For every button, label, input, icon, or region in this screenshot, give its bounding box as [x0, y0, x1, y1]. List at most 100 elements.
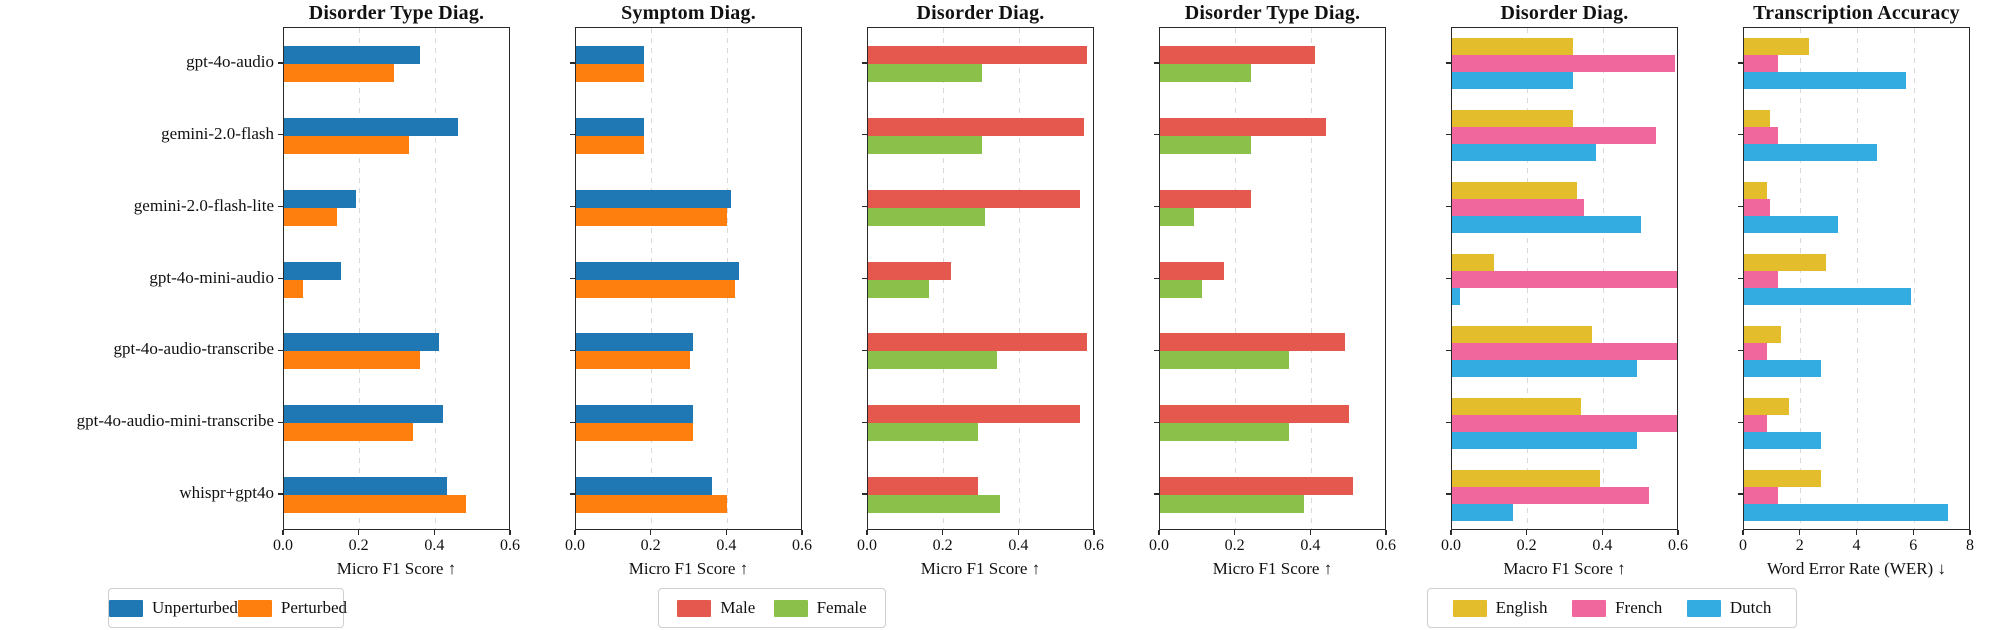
legend: Male Female [658, 588, 886, 628]
plot-area [1159, 27, 1386, 530]
x-tick-label: 0.2 [348, 537, 369, 554]
x-tick-label: 0.0 [565, 537, 585, 554]
bar-female [1160, 351, 1289, 370]
x-tick-mark [1742, 530, 1744, 535]
x-axis-label: Micro F1 Score ↑ [336, 559, 457, 578]
bar-french [1452, 55, 1676, 73]
bar-dutch [1452, 288, 1460, 305]
bar-unperturbed [284, 117, 459, 136]
legend-item: Dutch [1686, 598, 1772, 618]
y-tick-mark [1738, 62, 1743, 64]
bar-unperturbed [284, 45, 421, 64]
legend-item: Unperturbed [109, 598, 238, 618]
bar-english [1744, 110, 1770, 128]
y-tick-label: gpt-4o-audio-transcribe [113, 339, 275, 359]
bar-male [1160, 45, 1316, 64]
x-tick-mark [1017, 530, 1020, 535]
y-tick-mark [570, 421, 575, 423]
x-tick-label: 0.6 [1376, 537, 1396, 554]
x-tick-mark [1525, 530, 1528, 535]
bar-english [1452, 254, 1494, 271]
panel-title: Transcription Accuracy [1753, 2, 1960, 24]
y-tick-label: whispr+gpt4o [179, 483, 274, 503]
x-tick-mark [866, 530, 868, 535]
bar-unperturbed [284, 405, 443, 424]
bar-french [1744, 342, 1767, 360]
bar-unperturbed [576, 189, 732, 208]
x-tick-label: 0.6 [1668, 537, 1688, 554]
x-tick-mark [1969, 530, 1971, 535]
bar-unperturbed [284, 477, 447, 496]
bar-perturbed [284, 207, 337, 226]
bar-male [868, 117, 1084, 136]
x-tick-mark [1309, 530, 1312, 535]
bar-female [1160, 495, 1304, 514]
bar-dutch [1744, 216, 1838, 234]
bar-french [1744, 55, 1779, 73]
bar-male [868, 405, 1080, 424]
legend-swatch-male [677, 599, 712, 617]
bar-english [1744, 254, 1827, 271]
x-tick-label: 2 [1795, 537, 1804, 554]
bar-female [1160, 207, 1195, 226]
legend-label: Dutch [1729, 598, 1772, 617]
bar-english [1452, 38, 1574, 56]
bar-unperturbed [284, 333, 440, 352]
y-tick-mark [862, 277, 867, 280]
y-tick-mark [1154, 134, 1159, 136]
bar-unperturbed [576, 261, 739, 280]
gridline [1913, 28, 1915, 529]
x-tick-label: 0.2 [932, 537, 953, 554]
panel-title: Disorder Type Diag. [1184, 2, 1361, 24]
legend-swatch-perturbed [237, 599, 272, 617]
bar-french [1744, 271, 1779, 288]
y-tick-mark [1154, 277, 1159, 280]
bar-female [868, 135, 982, 154]
y-tick-mark [1738, 493, 1743, 495]
bar-dutch [1452, 503, 1513, 521]
y-tick-mark [570, 134, 575, 136]
bar-perturbed [284, 495, 466, 514]
x-axis-label: Micro F1 Score ↑ [1212, 559, 1333, 578]
legend-swatch-unperturbed [109, 599, 143, 617]
x-tick-mark [1855, 530, 1858, 535]
plot-area [1451, 27, 1678, 530]
bar-female [868, 63, 982, 82]
bar-english [1744, 397, 1790, 415]
x-axis-label: Micro F1 Score ↑ [920, 559, 1041, 578]
x-tick-mark [1912, 530, 1914, 535]
bar-english [1744, 469, 1821, 487]
x-tick-label: 0.0 [273, 537, 293, 554]
bar-female [1160, 423, 1289, 442]
bar-perturbed [576, 63, 645, 82]
y-tick-mark [1446, 205, 1451, 208]
x-tick-label: 0.4 [1592, 537, 1613, 554]
legend-item: Female [773, 598, 867, 618]
y-tick-mark [1738, 349, 1743, 352]
bar-dutch [1744, 431, 1821, 449]
legend-item: Perturbed [237, 598, 348, 618]
x-tick-label: 0.6 [792, 537, 812, 554]
bar-perturbed [284, 135, 409, 154]
x-tick-label: 0.2 [1224, 537, 1245, 554]
bar-perturbed [576, 207, 728, 226]
y-tick-label: gpt-4o-audio-mini-transcribe [76, 411, 274, 431]
x-tick-mark [725, 530, 728, 535]
bar-perturbed [576, 423, 694, 442]
bar-unperturbed [576, 117, 645, 136]
legend: Unperturbed Perturbed [108, 588, 348, 628]
y-tick-mark [570, 277, 575, 280]
y-tick-mark [1446, 421, 1451, 423]
y-tick-mark [862, 493, 867, 495]
bar-english [1744, 325, 1781, 343]
panel-title: Disorder Diag. [916, 2, 1045, 24]
bar-female [868, 495, 1001, 514]
bar-french [1452, 199, 1585, 217]
y-tick-mark [570, 205, 575, 208]
y-tick-mark [1738, 277, 1743, 280]
legend-label: Perturbed [280, 598, 348, 617]
y-tick-mark [570, 493, 575, 495]
x-tick-label: 0.4 [1300, 537, 1321, 554]
y-tick-mark [862, 349, 867, 352]
